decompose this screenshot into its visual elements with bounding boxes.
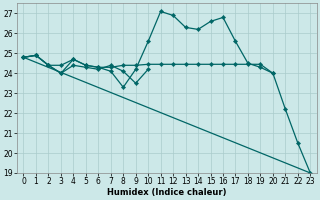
X-axis label: Humidex (Indice chaleur): Humidex (Indice chaleur) — [107, 188, 227, 197]
